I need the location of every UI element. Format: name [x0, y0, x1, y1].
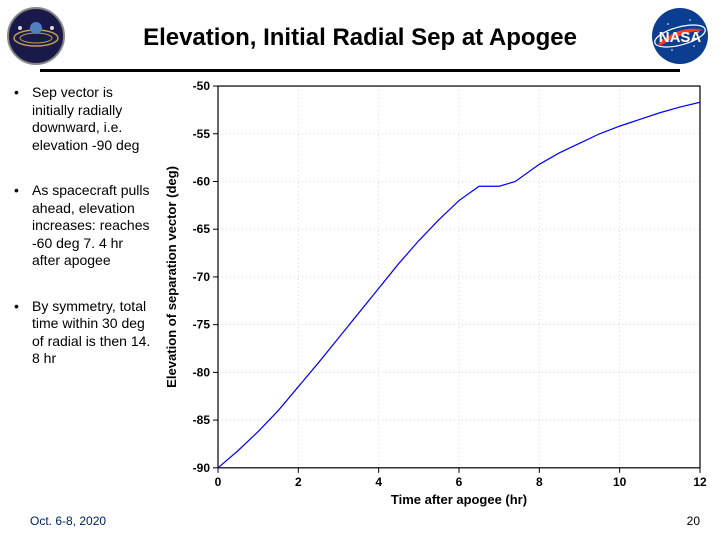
- list-item: • As spacecraft pulls ahead, elevation i…: [14, 182, 154, 270]
- svg-text:10: 10: [613, 475, 627, 489]
- svg-text:-85: -85: [193, 413, 211, 427]
- svg-text:0: 0: [215, 475, 222, 489]
- elevation-chart: 0 2 4 6 8 10 12 -90 -85 -80 -75 -70 -65 -60 -55 -50 Time…: [160, 78, 712, 510]
- page-number: 20: [687, 514, 700, 528]
- svg-text:-60: -60: [193, 174, 211, 188]
- svg-text:-65: -65: [193, 222, 211, 236]
- list-item: • By symmetry, total time within 30 deg …: [14, 298, 154, 368]
- svg-text:-50: -50: [193, 79, 211, 93]
- footer-date: Oct. 6-8, 2020: [30, 514, 106, 528]
- mission-logo-icon: [6, 6, 66, 66]
- svg-text:8: 8: [536, 475, 543, 489]
- svg-text:2: 2: [295, 475, 302, 489]
- svg-text:-80: -80: [193, 365, 211, 379]
- title-underline: [40, 69, 680, 72]
- bullet-text: By symmetry, total time within 30 deg of…: [32, 298, 154, 368]
- bullet-text: Sep vector is initially radially downwar…: [32, 84, 154, 154]
- bullet-text: As spacecraft pulls ahead, elevation inc…: [32, 182, 154, 270]
- nasa-logo-icon: NASA: [650, 6, 710, 66]
- bullet-list: • Sep vector is initially radially downw…: [14, 84, 154, 396]
- svg-text:-70: -70: [193, 270, 211, 284]
- svg-text:-55: -55: [193, 127, 211, 141]
- svg-text:Time after apogee (hr): Time after apogee (hr): [391, 492, 527, 507]
- svg-text:12: 12: [693, 475, 707, 489]
- svg-text:-75: -75: [193, 318, 211, 332]
- svg-text:NASA: NASA: [659, 29, 702, 46]
- svg-text:4: 4: [375, 475, 382, 489]
- page-title: Elevation, Initial Radial Sep at Apogee: [0, 10, 720, 52]
- svg-text:6: 6: [456, 475, 463, 489]
- svg-text:Elevation of separation vector: Elevation of separation vector (deg): [164, 166, 179, 388]
- list-item: • Sep vector is initially radially downw…: [14, 84, 154, 154]
- svg-text:-90: -90: [193, 461, 211, 475]
